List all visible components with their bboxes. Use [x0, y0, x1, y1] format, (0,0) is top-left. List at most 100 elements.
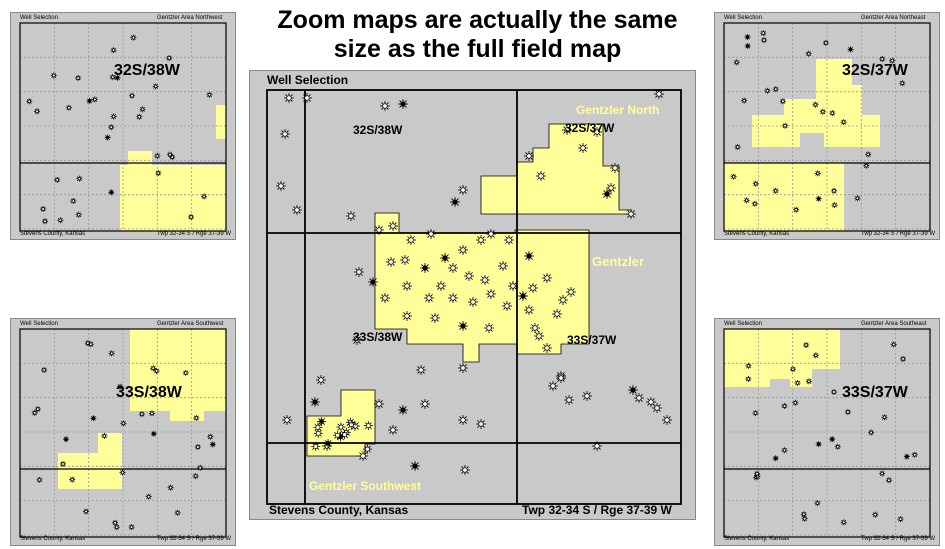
well-symbol-icon	[743, 197, 750, 204]
well-symbol-icon	[26, 98, 33, 105]
well-symbol-icon	[117, 383, 124, 390]
zoom-ne-footer-left: Stevens County, Kansas	[724, 231, 790, 237]
zoom-sw-township: 33S/38W	[116, 384, 183, 401]
well-symbol-icon	[458, 415, 468, 425]
main-map-title: Well Selection	[267, 73, 349, 87]
well-symbol-icon	[130, 34, 137, 41]
zoom-map-northeast: Well Selection Gentzler Area Northeast S…	[714, 12, 940, 240]
section-grid	[723, 22, 931, 232]
well-symbol-icon	[406, 235, 416, 245]
oil-well-icon	[420, 263, 430, 273]
zoom-wells	[31, 340, 216, 531]
well-symbol-icon	[752, 410, 759, 417]
zoom-nw-title-left: Well Selection	[20, 15, 58, 21]
well-symbol-icon	[388, 425, 398, 435]
zoom-map-northwest: Well Selection Gentzler Area Northwest S…	[10, 12, 236, 240]
zoom-ne-footer-right: Twp 32-34 S / Rge 37-39 W	[861, 231, 936, 237]
well-symbol-icon	[380, 101, 390, 111]
zoom-nw-map[interactable]: 32S/38W	[19, 22, 227, 232]
well-symbol-icon	[83, 508, 90, 515]
well-symbol-icon	[54, 176, 61, 183]
well-symbol-icon	[578, 143, 588, 153]
well-symbol-icon	[524, 305, 534, 315]
zoom-sw-title-right: Gentzler Area Southwest	[157, 321, 224, 327]
well-symbol-icon	[654, 89, 664, 99]
well-symbol-icon	[207, 433, 214, 440]
headline: Zoom maps are actually the same size as …	[277, 6, 678, 63]
well-symbol-icon	[386, 257, 396, 267]
zoom-wells	[745, 341, 918, 526]
zoom-sw-title-left: Well Selection	[20, 321, 58, 327]
well-symbol-icon	[592, 127, 602, 137]
well-symbol-icon	[302, 93, 312, 103]
oil-well-icon	[209, 441, 216, 448]
well-symbol-icon	[193, 414, 200, 421]
well-symbol-icon	[284, 93, 294, 103]
well-symbol-icon	[779, 98, 786, 105]
well-symbol-icon	[188, 213, 195, 220]
well-symbol-icon	[542, 273, 552, 283]
zoom-wells	[26, 34, 213, 225]
well-symbol-icon	[276, 181, 286, 191]
zoom-map-southwest: Well Selection Gentzler Area Southwest S…	[10, 318, 236, 546]
well-symbol-icon	[40, 205, 47, 212]
well-symbol-icon	[562, 125, 572, 135]
well-symbol-icon	[336, 422, 346, 432]
zoom-nw-footer-left: Stevens County, Kansas	[20, 231, 86, 237]
well-symbol-icon	[65, 104, 72, 111]
well-symbol-icon	[897, 516, 904, 523]
well-symbol-icon	[363, 421, 373, 431]
well-symbol-icon	[792, 399, 799, 406]
well-symbol-icon	[899, 80, 906, 87]
well-symbol-icon	[69, 476, 76, 483]
well-symbol-icon	[801, 515, 808, 522]
label-32s-38w: 32S/38W	[353, 123, 403, 137]
well-symbol-icon	[402, 311, 412, 321]
well-symbol-icon	[167, 484, 174, 491]
well-symbol-icon	[153, 368, 160, 375]
well-symbol-icon	[206, 91, 213, 98]
well-symbol-icon	[174, 509, 181, 516]
well-symbol-icon	[498, 261, 508, 271]
well-symbol-icon	[764, 87, 771, 94]
well-symbol-icon	[41, 218, 48, 225]
well-symbol-icon	[863, 162, 870, 169]
well-symbol-icon	[354, 267, 364, 277]
well-symbol-icon	[110, 113, 117, 120]
well-symbol-icon	[282, 415, 292, 425]
well-symbol-icon	[626, 209, 636, 219]
well-symbol-icon	[840, 119, 847, 126]
well-symbol-icon	[879, 470, 886, 477]
well-symbol-icon	[458, 185, 468, 195]
well-symbol-icon	[760, 30, 767, 37]
well-symbol-icon	[340, 430, 350, 440]
well-symbol-icon	[558, 295, 568, 305]
zoom-se-map[interactable]: 33S/37W	[723, 328, 931, 538]
well-symbol-icon	[458, 245, 468, 255]
well-symbol-icon	[87, 341, 94, 348]
well-symbol-icon	[530, 323, 540, 333]
well-symbol-icon	[201, 193, 208, 200]
zoom-ne-map[interactable]: 32S/37W	[723, 22, 931, 232]
zoom-sw-footer-left: Stevens County, Kansas	[20, 536, 86, 542]
well-symbol-icon	[741, 97, 748, 104]
well-symbol-icon	[751, 200, 758, 207]
well-symbol-icon	[486, 289, 496, 299]
well-symbol-icon	[192, 473, 199, 480]
well-symbol-icon	[292, 205, 302, 215]
well-symbol-icon	[536, 171, 546, 181]
zoom-nw-township: 32S/38W	[114, 62, 181, 79]
main-map-footer-left: Stevens County, Kansas	[269, 503, 409, 517]
well-symbol-icon	[36, 476, 43, 483]
well-symbol-icon	[803, 342, 810, 349]
oil-well-icon	[744, 33, 751, 40]
well-symbol-icon	[430, 313, 440, 323]
main-map[interactable]: 32S/38W 32S/37W 33S/38W 33S/37W Gentzler…	[266, 89, 682, 505]
well-symbol-icon	[812, 352, 819, 359]
zoom-sw-map[interactable]: 33S/38W	[19, 328, 227, 538]
oil-well-icon	[114, 74, 121, 81]
oil-well-icon	[410, 461, 420, 471]
well-symbol-icon	[752, 180, 759, 187]
well-symbol-icon	[794, 380, 801, 387]
well-symbol-icon	[504, 235, 514, 245]
